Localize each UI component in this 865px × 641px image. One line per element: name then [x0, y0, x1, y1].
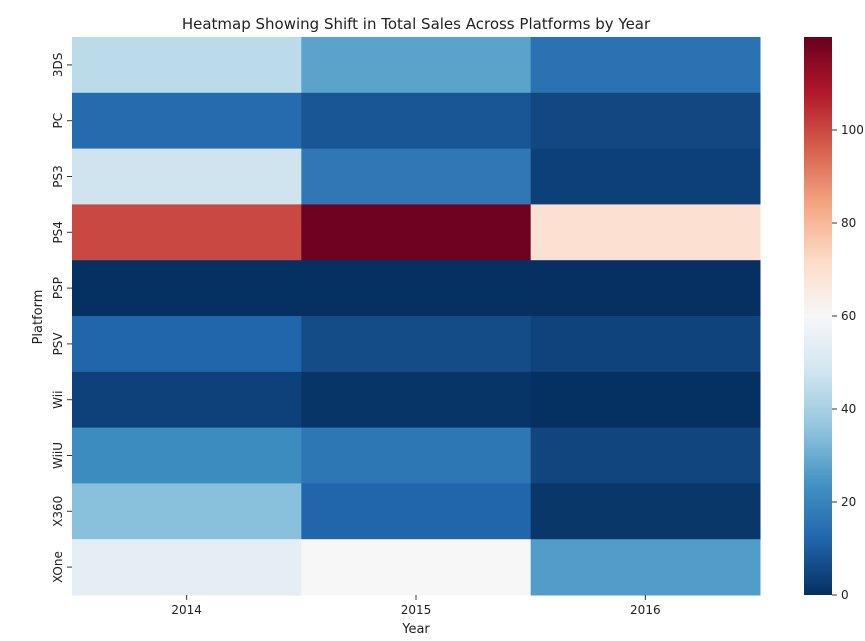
y-tick-label: PS4 [51, 221, 65, 244]
heatmap-cell-pc-2016 [530, 92, 761, 150]
colorbar-tick-label: 40 [841, 402, 856, 416]
x-tick-label: 2014 [171, 603, 202, 617]
y-tick-label: PS3 [51, 165, 65, 188]
colorbar-tick-label: 0 [841, 588, 849, 602]
heatmap-cell-ps3-2014 [72, 148, 302, 205]
y-tick-labels: 3DS PC PS3 PS4 PSP PSV Wii WiiU X360 XOne [51, 53, 72, 583]
y-tick-label: WiiU [51, 442, 65, 469]
y-tick-label: PC [51, 113, 65, 129]
heatmap-cell-psp-2016 [530, 260, 761, 317]
heatmap-cell-psv-2014 [72, 316, 302, 373]
heatmap-cell-wii-2014 [72, 371, 302, 429]
x-axis-label: Year [401, 622, 430, 637]
heatmap-cell-3ds-2015 [301, 37, 532, 94]
y-tick-label: 3DS [51, 53, 65, 78]
colorbar-tick-label: 100 [841, 123, 864, 137]
colorbar-tick-label: 80 [841, 216, 856, 230]
x-tick-label: 2016 [630, 603, 661, 617]
y-tick-label: Wii [51, 391, 65, 409]
heatmap-cell-3ds-2016 [530, 37, 761, 94]
heatmap-cell-ps4-2016 [530, 204, 761, 261]
heatmap-cell-psp-2015 [301, 260, 532, 317]
colorbar-tick-label: 20 [841, 495, 856, 509]
chart-title: Heatmap Showing Shift in Total Sales Acr… [182, 15, 651, 33]
x-tick-label: 2015 [401, 603, 432, 617]
heatmap-cell-ps3-2015 [301, 148, 532, 205]
heatmap-cell-psp-2014 [72, 260, 302, 317]
heatmap-cell-wiiu-2015 [301, 427, 532, 484]
heatmap-cell-psv-2016 [530, 316, 761, 373]
heatmap-cell-ps4-2015 [301, 204, 532, 261]
heatmap-cell-wii-2015 [301, 371, 532, 429]
heatmap-cells [72, 37, 761, 596]
heatmap-cell-pc-2014 [72, 92, 302, 150]
heatmap-cell-x360-2015 [301, 483, 532, 540]
heatmap-cell-xone-2014 [72, 539, 302, 596]
heatmap-cell-xone-2015 [301, 539, 532, 596]
y-tick-label: PSV [51, 332, 65, 356]
heatmap-cell-psv-2015 [301, 316, 532, 373]
y-tick-label: PSP [51, 277, 65, 299]
heatmap-cell-ps4-2014 [72, 204, 302, 261]
y-axis-label: Platform [31, 290, 46, 345]
heatmap-cell-x360-2014 [72, 483, 302, 540]
x-tick-labels: 2014 2015 2016 [171, 595, 661, 617]
heatmap-cell-wiiu-2014 [72, 427, 302, 484]
heatmap-cell-wiiu-2016 [530, 427, 761, 484]
heatmap-cell-xone-2016 [530, 539, 761, 596]
heatmap-cell-wii-2016 [530, 371, 761, 429]
y-tick-label: X360 [51, 496, 65, 527]
y-tick-label: XOne [51, 551, 65, 583]
heatmap-cell-x360-2016 [530, 483, 761, 540]
heatmap-cell-ps3-2016 [530, 148, 761, 205]
colorbar-tick-label: 60 [841, 309, 856, 323]
colorbar [804, 37, 832, 595]
colorbar-ticks: 0 20 40 60 80 100 [832, 123, 864, 602]
heatmap-cell-pc-2015 [301, 92, 532, 150]
heatmap-cell-3ds-2014 [72, 37, 302, 94]
